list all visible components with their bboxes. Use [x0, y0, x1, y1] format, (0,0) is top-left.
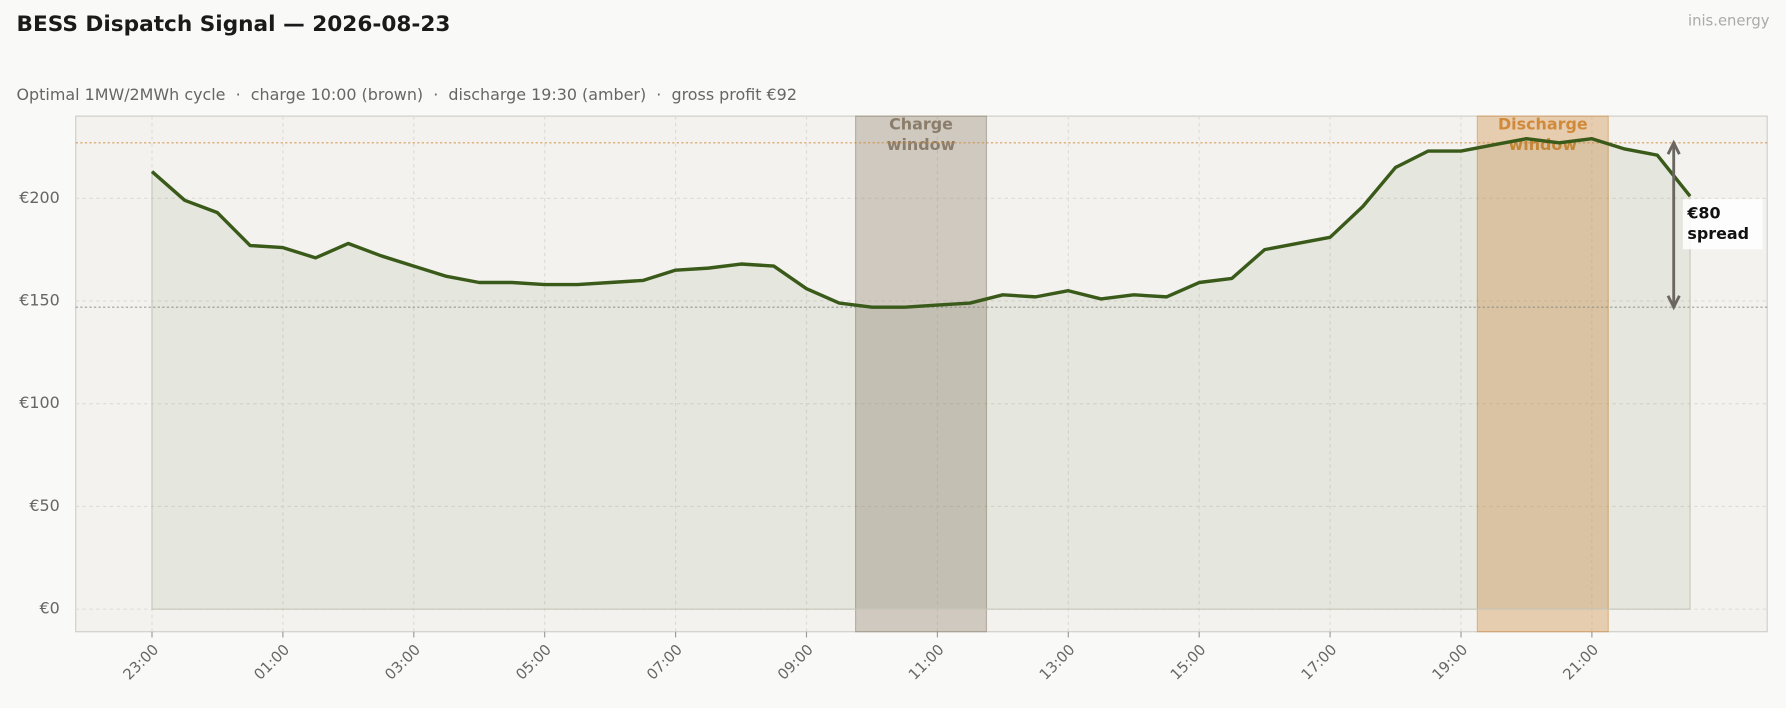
y-tick-label: €50	[29, 496, 59, 515]
window-label: Discharge	[1498, 115, 1588, 134]
y-tick-label: €100	[19, 393, 60, 412]
watermark: inis.energy	[1688, 13, 1770, 30]
window-label: window	[887, 135, 956, 154]
window-label: Charge	[889, 115, 953, 134]
arrow-head	[1666, 295, 1681, 311]
chart-title: BESS Dispatch Signal — 2026-08-23	[17, 12, 451, 37]
y-tick-label: €0	[40, 599, 60, 618]
window-band	[1476, 115, 1609, 633]
plot-area	[75, 115, 1768, 633]
spread-label: spread	[1687, 224, 1749, 243]
window-band	[855, 115, 988, 633]
line	[150, 136, 1692, 309]
y-tick-label: €150	[19, 290, 60, 309]
spread-label-box	[1682, 199, 1763, 250]
chart-subtitle: Optimal 1MW/2MWh cycle · charge 10:00 (b…	[17, 85, 797, 104]
arrow-head	[1666, 139, 1681, 155]
y-tick-label: €200	[19, 188, 60, 207]
spread-label: €80	[1686, 203, 1720, 222]
